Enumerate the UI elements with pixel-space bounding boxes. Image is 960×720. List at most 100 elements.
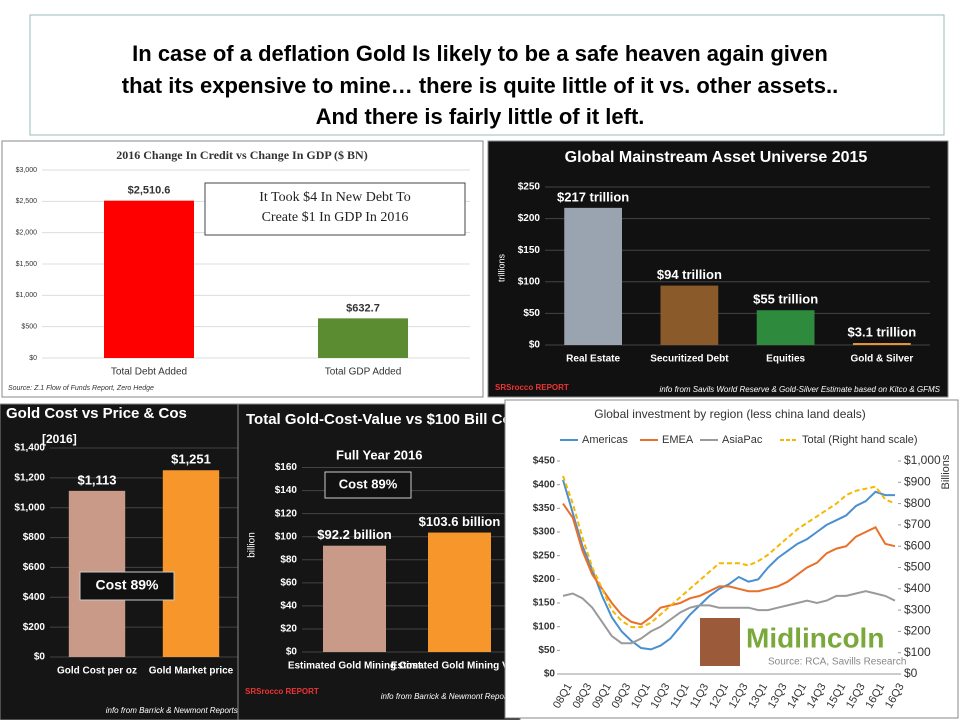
watermark: Midlincoln [746, 622, 884, 653]
y-tick-label: $2,000 [16, 230, 38, 237]
y2-tick-label: $200 [904, 624, 931, 638]
y-tick-label: $50 [538, 645, 555, 656]
y-tick-label: $1,200 [14, 472, 45, 483]
bar [323, 545, 386, 652]
y-tick-label: $40 [280, 601, 297, 612]
y-tick-label: $80 [280, 554, 297, 565]
value-label: $1,113 [77, 472, 116, 487]
watermark-icon [700, 618, 740, 666]
y2-tick-label: $100 [904, 645, 931, 659]
y-tick-label: $300 [533, 527, 556, 538]
y-tick-label: $20 [280, 624, 297, 635]
legend-label: EMEA [662, 434, 694, 446]
value-label: $103.6 billion [419, 514, 501, 529]
y-tick-label: $160 [275, 462, 298, 473]
series-line [562, 503, 896, 626]
bar [853, 343, 911, 345]
bar [428, 532, 491, 652]
y-tick-label: $150 [533, 598, 556, 609]
x-tick-label: Estimated Gold Mining Value [391, 661, 529, 672]
slide-title: In case of a deflation Gold Is likely to… [132, 41, 828, 66]
annotation-box [324, 471, 412, 499]
y-tick-label: $600 [23, 562, 46, 573]
source-note: info from Savils World Reserve & Gold-Si… [659, 385, 940, 394]
x-tick-label: Equities [766, 354, 805, 365]
y-tick-label: $140 [275, 485, 298, 496]
title-frame [29, 14, 945, 136]
value-label: $55 trillion [753, 292, 818, 307]
y-tick-label: $1,500 [16, 261, 38, 268]
source-note: Source: Z.1 Flow of Funds Report, Zero H… [8, 385, 154, 392]
slide-title: And there is fairly little of it left. [316, 104, 645, 129]
y2-tick-label: $800 [904, 496, 931, 510]
series-line [562, 590, 896, 645]
x-tick-label: Total GDP Added [325, 367, 402, 378]
y-tick-label: $200 [533, 574, 556, 585]
logo: SRSrocco REPORT [495, 383, 569, 392]
bar [756, 310, 815, 345]
value-label: $1,251 [171, 452, 211, 467]
annotation-box [79, 571, 175, 601]
bar [660, 285, 719, 345]
bar [104, 200, 194, 358]
chart-title: Gold Cost vs Price & Cos [6, 405, 187, 422]
y-tick-label: $0 [544, 669, 556, 680]
y2-tick-label: $700 [904, 517, 931, 531]
bar [318, 318, 408, 358]
y2-tick-label: $500 [904, 560, 931, 574]
chart-subtitle: Full Year 2016 [336, 447, 423, 462]
y-tick-label: $250 [533, 550, 556, 561]
x-tick-label: Gold & Silver [850, 354, 913, 365]
x-tick-label: Gold Cost per oz [57, 666, 137, 677]
y-tick-label: $400 [23, 592, 46, 603]
y2-tick-label: $300 [904, 602, 931, 616]
series-line [562, 479, 895, 651]
y-tick-label: $450 [533, 456, 556, 467]
annotation: Create $1 In GDP In 2016 [262, 210, 409, 225]
y-tick-label: $150 [518, 245, 541, 256]
y-tick-label: $0 [29, 355, 37, 362]
y2-tick-label: $900 [904, 474, 931, 488]
source-note: Source: RCA, Savills Research [768, 657, 906, 668]
legend-label: Total (Right hand scale) [802, 434, 918, 446]
y-tick-label: $1,400 [14, 443, 45, 454]
y-axis-label: billion [247, 532, 258, 558]
series-line [562, 475, 896, 629]
y-tick-label: $1,000 [16, 292, 38, 299]
y-tick-label: $50 [523, 308, 540, 319]
bar [162, 470, 220, 657]
y-tick-label: $400 [533, 479, 556, 490]
y-tick-label: $200 [518, 213, 541, 224]
chart-panel [504, 399, 959, 719]
x-tick-label: Estimated Gold Mining Cost [288, 661, 422, 672]
source-note: info from Barrick & Newmont Reports, [106, 706, 240, 715]
x-tick-label: Gold Market price [149, 666, 234, 677]
legend-label: AsiaPac [722, 434, 763, 446]
y-tick-label: $100 [518, 276, 541, 287]
y2-tick-label: $0 [904, 666, 918, 680]
chart-panel [1, 140, 484, 398]
value-label: $94 trillion [657, 267, 722, 282]
y-tick-label: $250 [518, 182, 541, 193]
annotation: Cost 89% [339, 476, 398, 491]
y-axis-label: trillions [496, 254, 506, 283]
source-note: info from Barrick & Newmont Reports, [381, 692, 515, 701]
y-tick-label: $60 [280, 577, 297, 588]
value-label: $92.2 billion [317, 527, 391, 542]
chart-subtitle: [2016] [42, 432, 77, 446]
bar [564, 207, 622, 345]
y-tick-label: $100 [533, 621, 556, 632]
annotation-box [204, 182, 466, 236]
annotation: Cost 89% [95, 577, 159, 593]
y2-axis-label: Billions [940, 454, 952, 489]
slide-title: that its expensive to mine… there is qui… [122, 73, 838, 98]
logo: SRSrocco REPORT [245, 687, 319, 696]
annotation: It Took $4 In New Debt To [259, 190, 411, 205]
x-tick-label: Real Estate [566, 354, 620, 365]
legend-label: Americas [582, 434, 628, 446]
y-tick-label: $100 [275, 531, 298, 542]
value-label: $3.1 trillion [848, 324, 917, 339]
value-label: $217 trillion [557, 189, 629, 204]
y-tick-label: $3,000 [16, 167, 38, 174]
